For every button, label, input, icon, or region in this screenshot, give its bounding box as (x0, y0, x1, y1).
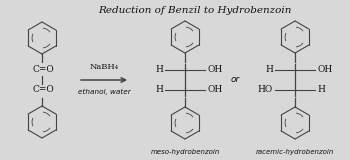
Text: ethanol, water: ethanol, water (78, 89, 130, 95)
Text: H: H (155, 65, 163, 75)
Text: OH: OH (317, 65, 332, 75)
Text: OH: OH (207, 85, 222, 95)
Text: H: H (317, 85, 325, 95)
Text: or: or (230, 76, 240, 84)
Text: OH: OH (207, 65, 222, 75)
Text: meso-hydrobenzoin: meso-hydrobenzoin (150, 149, 220, 155)
Text: HO: HO (258, 85, 273, 95)
Text: H: H (155, 85, 163, 95)
Text: C=O: C=O (32, 65, 54, 75)
Text: Reduction of Benzil to Hydrobenzoin: Reduction of Benzil to Hydrobenzoin (98, 6, 292, 15)
Text: H: H (265, 65, 273, 75)
Text: racemic-hydrobenzoin: racemic-hydrobenzoin (256, 149, 334, 155)
Text: C=O: C=O (32, 85, 54, 95)
Text: NaBH₄: NaBH₄ (90, 63, 119, 71)
